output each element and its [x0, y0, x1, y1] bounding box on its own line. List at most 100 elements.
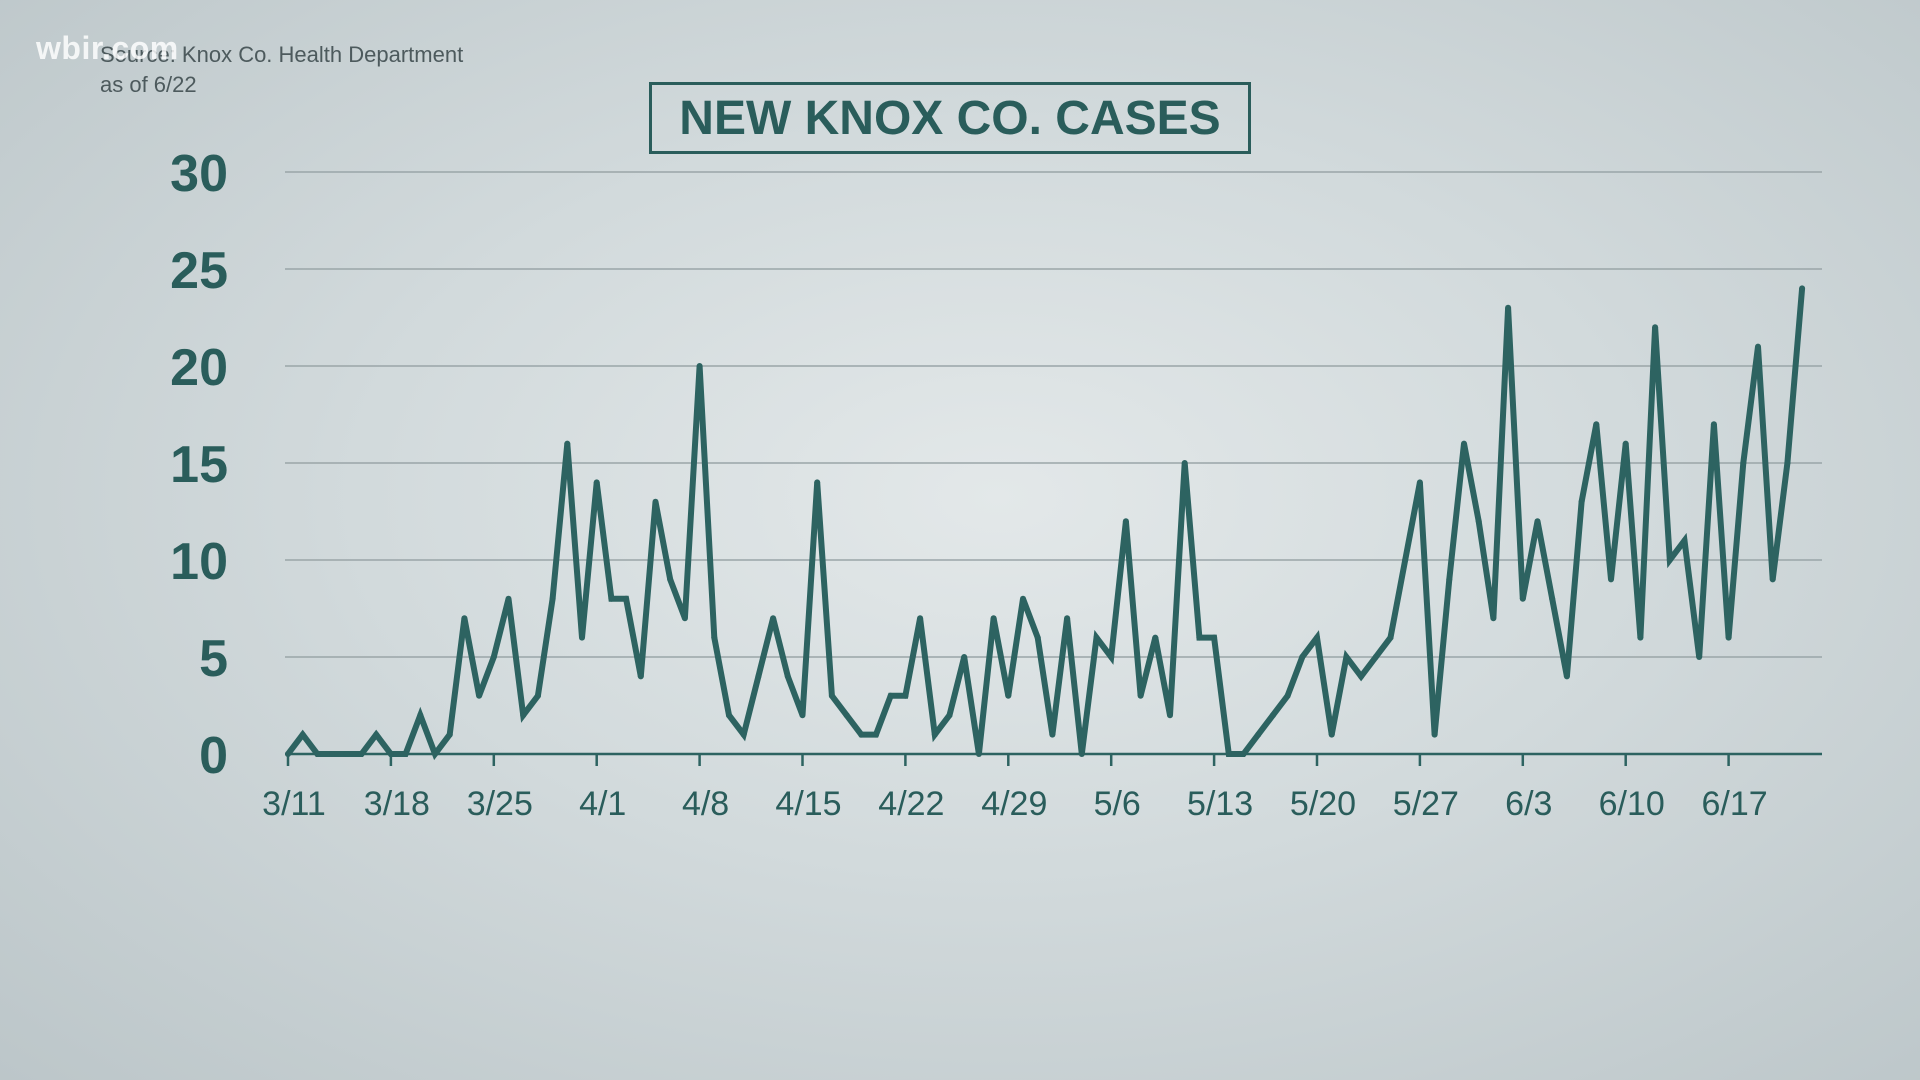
data-point: [917, 615, 924, 622]
data-point: [975, 751, 982, 757]
data-point: [1769, 576, 1776, 583]
data-point: [505, 595, 512, 602]
data-point: [711, 634, 718, 641]
data-point: [858, 731, 865, 738]
data-point: [1534, 518, 1541, 525]
data-point: [1563, 673, 1570, 680]
data-point: [681, 615, 688, 622]
data-point: [1005, 692, 1012, 699]
data-point: [1387, 634, 1394, 641]
data-point: [1211, 634, 1218, 641]
data-point: [329, 751, 336, 757]
data-point: [1225, 751, 1232, 757]
x-tick-label: 5/13: [1187, 785, 1253, 823]
data-point: [461, 615, 468, 622]
data-point: [696, 363, 703, 369]
data-point: [1740, 460, 1747, 466]
data-point: [1284, 692, 1291, 699]
chart-title-box: NEW KNOX CO. CASES: [649, 82, 1251, 154]
data-point: [564, 440, 571, 447]
data-point: [873, 731, 879, 738]
data-point: [358, 751, 365, 757]
data-point: [476, 692, 483, 699]
data-point: [1167, 712, 1173, 719]
data-point: [579, 634, 585, 641]
data-point: [490, 654, 497, 660]
data-point: [1269, 712, 1276, 719]
data-point: [1666, 557, 1673, 563]
source-note: Source: Knox Co. Health Department as of…: [100, 40, 463, 100]
data-point: [417, 712, 424, 719]
x-tick-label: 5/20: [1290, 785, 1356, 823]
data-point: [1416, 479, 1423, 486]
data-point: [1608, 576, 1614, 583]
data-point: [1255, 731, 1262, 738]
series-line: [285, 288, 1806, 761]
data-point: [1490, 615, 1497, 622]
data-point: [740, 731, 747, 738]
y-tick-label: 20: [170, 339, 228, 397]
data-point: [1108, 654, 1115, 660]
data-point: [1519, 595, 1526, 602]
data-point: [1431, 731, 1438, 738]
y-axis: 0 5 10 15 20 25 30: [170, 145, 228, 785]
data-point: [1622, 440, 1629, 447]
data-point: [623, 595, 630, 602]
data-point: [1446, 576, 1453, 583]
data-point: [534, 692, 541, 699]
data-point: [755, 673, 762, 680]
data-point: [1240, 751, 1247, 757]
data-point: [1578, 498, 1585, 505]
chart-title: NEW KNOX CO. CASES: [679, 91, 1221, 145]
gridlines: [285, 171, 1822, 658]
data-point: [1696, 654, 1703, 660]
data-point: [1314, 634, 1320, 641]
data-point: [343, 751, 350, 757]
data-point: [770, 615, 777, 622]
data-point: [990, 615, 997, 622]
y-tick-label: 25: [170, 242, 228, 300]
data-point: [946, 712, 953, 719]
data-point: [1784, 460, 1791, 466]
series-group: [285, 285, 1806, 761]
data-point: [1020, 595, 1026, 602]
data-point: [1549, 595, 1556, 602]
y-tick-label: 30: [170, 145, 228, 203]
data-point: [1137, 692, 1144, 699]
y-tick-label: 0: [199, 727, 228, 785]
x-tick-label: 3/11: [262, 785, 326, 823]
data-point: [299, 731, 306, 738]
x-axis: 3/11 3/18 3/25 4/1 4/8 4/15 4/22 4/29 5/6 5/13 5/2…: [262, 752, 1822, 823]
data-point: [1358, 673, 1365, 680]
data-point: [1034, 634, 1041, 641]
data-point: [285, 751, 291, 757]
data-point: [1799, 285, 1806, 292]
data-point: [637, 673, 644, 680]
data-point: [1372, 654, 1379, 660]
y-tick-label: 5: [199, 630, 228, 688]
data-point: [387, 751, 394, 757]
source-line: Source: Knox Co. Health Department: [100, 42, 464, 67]
data-point: [961, 654, 968, 660]
data-point: [446, 731, 453, 738]
data-point: [931, 731, 938, 738]
data-point: [1725, 634, 1732, 641]
data-point: [608, 595, 615, 602]
data-point: [1461, 440, 1467, 447]
data-point: [1755, 343, 1761, 350]
data-point: [1710, 421, 1717, 428]
y-tick-label: 10: [170, 533, 228, 591]
data-point: [1328, 731, 1335, 738]
data-point: [1402, 557, 1409, 563]
y-tick-label: 15: [170, 436, 228, 494]
data-point: [593, 479, 600, 486]
data-point: [1122, 518, 1129, 525]
x-tick-label: 6/10: [1599, 785, 1665, 823]
x-tick-label: 5/27: [1393, 785, 1459, 823]
data-point: [652, 498, 659, 505]
data-point: [1652, 324, 1659, 331]
data-point: [814, 479, 821, 486]
data-point: [1181, 460, 1188, 466]
x-tick-label: 4/1: [579, 785, 626, 823]
